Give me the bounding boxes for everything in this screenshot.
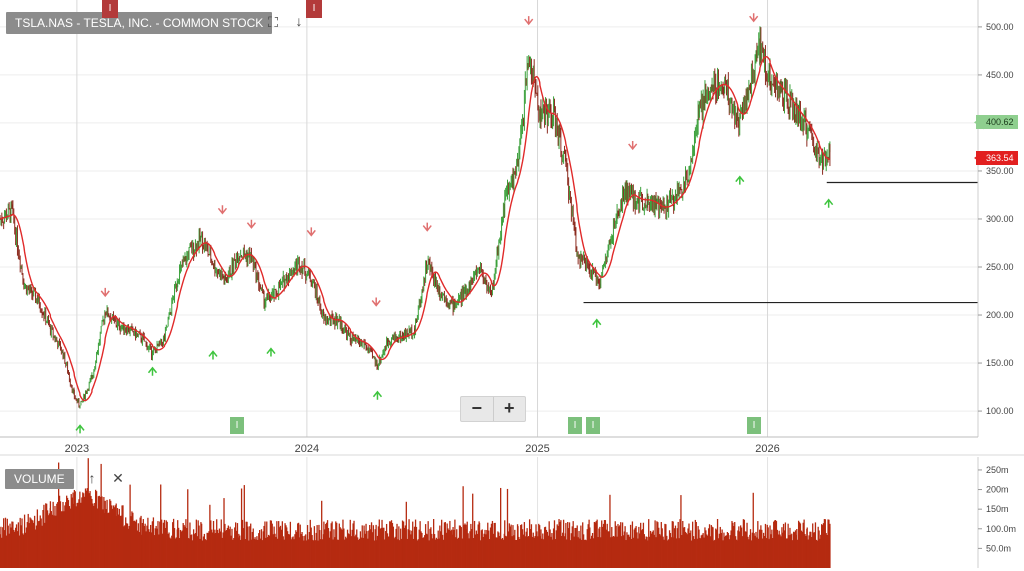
- volume-bars: [0, 458, 831, 568]
- sell-arrow: [422, 222, 432, 232]
- price-tick-label: 100.00: [986, 406, 1014, 416]
- volume-tick-label: 200m: [986, 485, 1009, 495]
- price-tick-label: 300.00: [986, 214, 1014, 224]
- close-icon[interactable]: ✕: [112, 470, 124, 486]
- price-tick-label: 450.00: [986, 70, 1014, 80]
- zoom-control: − +: [460, 396, 526, 422]
- buy-arrow: [592, 318, 602, 328]
- price-tick-label: 500.00: [986, 22, 1014, 32]
- zoom-in-button[interactable]: +: [503, 398, 515, 418]
- x-tick-label: 2025: [525, 443, 549, 455]
- volume-tick-label: 250m: [986, 465, 1009, 475]
- sell-arrow: [217, 205, 228, 215]
- buy-arrow: [824, 198, 834, 208]
- buy-arrow: [735, 175, 745, 185]
- event-badge[interactable]: I: [102, 0, 118, 18]
- price-tick-label: 350.00: [986, 166, 1014, 176]
- sell-arrow: [100, 287, 110, 298]
- sell-arrow: [306, 227, 316, 237]
- sell-arrow: [628, 140, 638, 151]
- volume-tick-label: 50.0m: [986, 543, 1011, 553]
- price-tick-label: 200.00: [986, 310, 1014, 320]
- sell-arrow: [524, 16, 534, 26]
- x-tick-label: 2023: [65, 443, 89, 455]
- price-tick-label: 250.00: [986, 262, 1014, 272]
- volume-tick-label: 100.0m: [986, 524, 1016, 534]
- price-series: [0, 26, 978, 409]
- event-badge[interactable]: I: [230, 417, 244, 434]
- grid: [0, 0, 978, 568]
- buy-arrow: [208, 350, 218, 360]
- volume-tick-label: 150m: [986, 504, 1009, 514]
- chart-title: TSLA.NAS - TESLA, INC. - COMMON STOCK: [6, 12, 273, 34]
- download-icon[interactable]: ↓: [295, 13, 303, 29]
- event-badge[interactable]: I: [586, 417, 600, 434]
- expand-icon[interactable]: ⛶: [268, 14, 278, 30]
- x-tick-label: 2026: [755, 443, 779, 455]
- price-tick-label: 150.00: [986, 358, 1014, 368]
- arrow-up-icon[interactable]: ↑: [88, 470, 96, 486]
- event-badge[interactable]: I: [306, 0, 322, 18]
- average-price-tag: 363.54: [976, 150, 1018, 165]
- volume-label: VOLUME: [5, 469, 74, 489]
- zoom-out-button[interactable]: −: [471, 398, 482, 418]
- event-badge[interactable]: I: [747, 417, 761, 434]
- buy-arrow: [266, 347, 276, 357]
- event-badge[interactable]: I: [568, 417, 582, 434]
- last-price-tag: 400.62: [976, 115, 1018, 130]
- sell-arrow: [749, 13, 759, 23]
- buy-arrow: [372, 390, 383, 400]
- signal-markers: [75, 13, 834, 434]
- sell-arrow: [246, 219, 257, 229]
- buy-arrow: [75, 424, 85, 434]
- sell-arrow: [371, 297, 381, 307]
- buy-arrow: [147, 366, 158, 376]
- x-tick-label: 2024: [295, 443, 319, 455]
- moving-average-line: [0, 55, 831, 402]
